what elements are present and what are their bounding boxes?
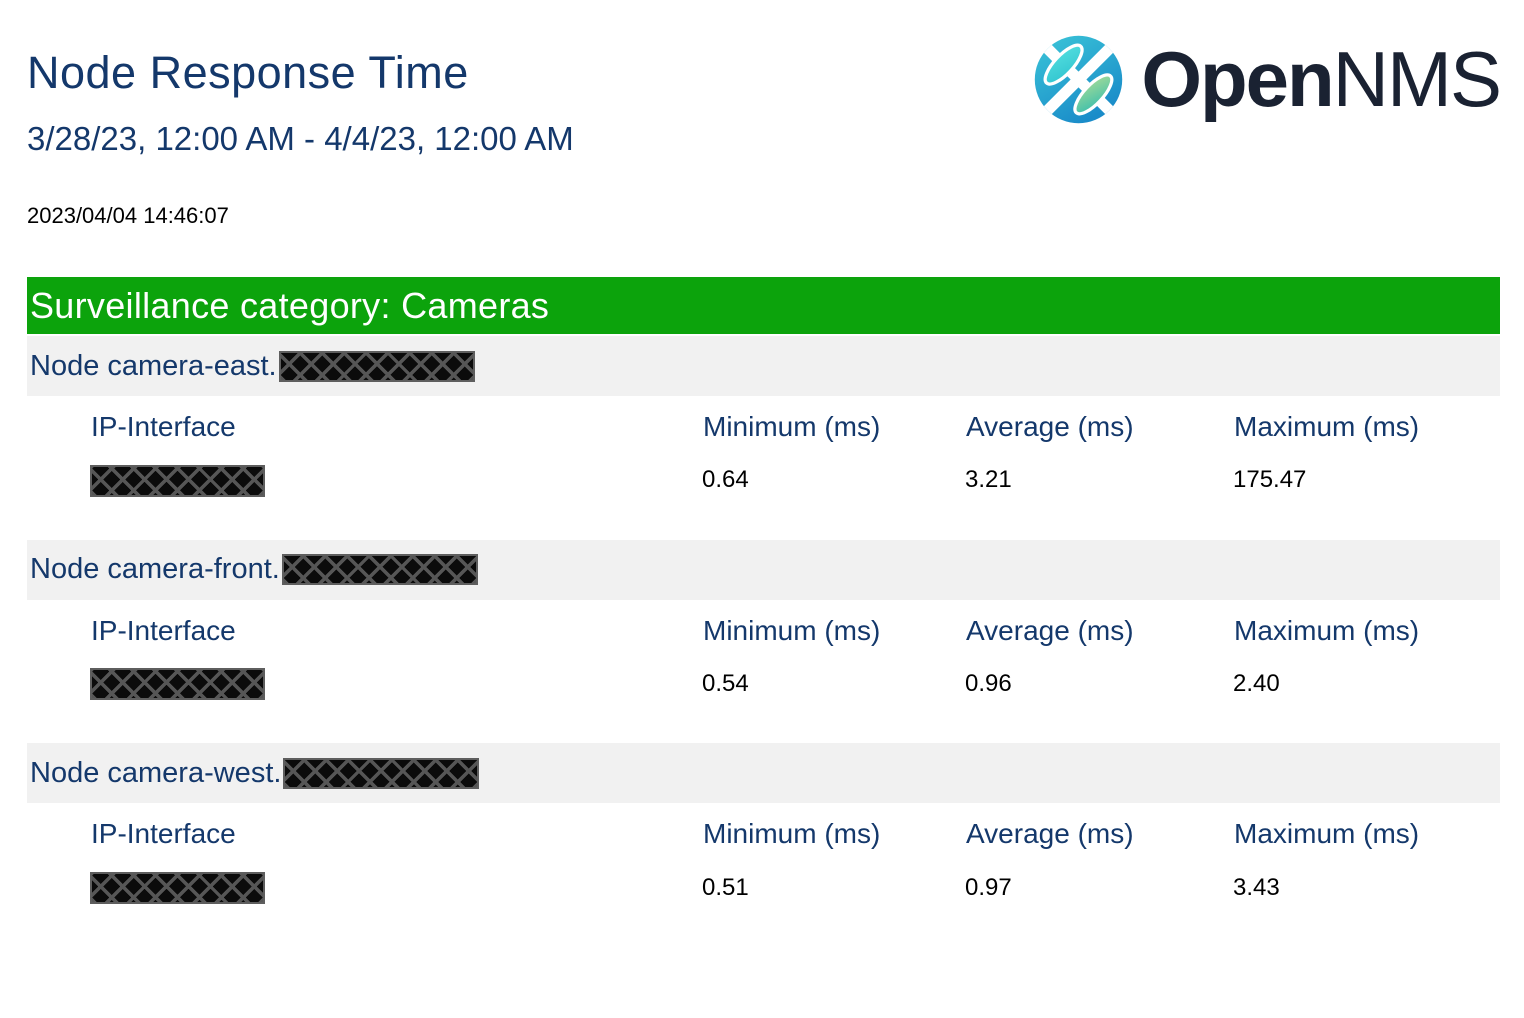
node-band: Node camera-front. bbox=[27, 539, 1500, 600]
report-page: Node Response Time 3/28/23, 12:00 AM - 4… bbox=[27, 0, 1502, 945]
table-header-row: IP-Interface Minimum (ms) Average (ms) M… bbox=[27, 614, 1500, 647]
column-header-minimum: Minimum (ms) bbox=[703, 614, 881, 646]
redacted-node-suffix bbox=[278, 350, 475, 382]
node-band: Node camera-west. bbox=[27, 743, 1500, 804]
column-header-interface: IP-Interface bbox=[91, 411, 236, 442]
opennms-logo: OpenNMS bbox=[1032, 0, 1502, 126]
column-header-maximum: Maximum (ms) bbox=[1234, 614, 1420, 646]
average-value: 3.21 bbox=[965, 466, 1012, 494]
node-section: Node camera-front. IP-Interface Minimum … bbox=[27, 539, 1500, 742]
redacted-interface bbox=[90, 871, 265, 904]
report-date-range: 3/28/23, 12:00 AM - 4/4/23, 12:00 AM bbox=[27, 120, 574, 157]
redacted-node-suffix bbox=[281, 554, 478, 586]
minimum-value: 0.64 bbox=[702, 466, 749, 494]
average-value: 0.96 bbox=[965, 669, 1012, 697]
node-label: Node camera-front. bbox=[30, 553, 280, 586]
column-header-minimum: Minimum (ms) bbox=[703, 411, 881, 442]
report-title-block: Node Response Time 3/28/23, 12:00 AM - 4… bbox=[27, 0, 574, 229]
wordmark-open: Open bbox=[1141, 35, 1334, 123]
maximum-value: 175.47 bbox=[1233, 466, 1307, 494]
report-title: Node Response Time bbox=[27, 47, 469, 98]
table-value-row: 0.54 0.96 2.40 bbox=[27, 668, 1500, 701]
maximum-value: 2.40 bbox=[1233, 669, 1280, 697]
node-section: Node camera-west. IP-Interface Minimum (… bbox=[27, 743, 1500, 945]
node-label: Node camera-east. bbox=[30, 349, 277, 382]
column-header-maximum: Maximum (ms) bbox=[1234, 411, 1420, 442]
report-generated-timestamp: 2023/04/04 14:46:07 bbox=[27, 203, 229, 228]
node-section: Node camera-east. IP-Interface Minimum (… bbox=[27, 336, 1500, 538]
column-header-minimum: Minimum (ms) bbox=[703, 818, 881, 850]
table-value-row: 0.51 0.97 3.43 bbox=[27, 871, 1500, 904]
interface-cell bbox=[90, 668, 702, 701]
opennms-globe-icon bbox=[1035, 35, 1123, 124]
average-value: 0.97 bbox=[965, 873, 1012, 901]
column-header-average: Average (ms) bbox=[966, 818, 1134, 850]
interface-cell bbox=[90, 871, 702, 904]
redacted-interface bbox=[90, 668, 265, 701]
column-header-interface: IP-Interface bbox=[91, 818, 236, 850]
table-header-row: IP-Interface Minimum (ms) Average (ms) M… bbox=[27, 410, 1500, 443]
table-value-row: 0.64 3.21 175.47 bbox=[27, 464, 1500, 497]
minimum-value: 0.51 bbox=[702, 873, 749, 901]
column-header-maximum: Maximum (ms) bbox=[1234, 818, 1420, 850]
surveillance-category-banner: Surveillance category: Cameras bbox=[27, 277, 1500, 334]
wordmark-nms: NMS bbox=[1332, 35, 1502, 123]
column-header-average: Average (ms) bbox=[966, 614, 1134, 646]
redacted-node-suffix bbox=[283, 757, 480, 789]
redacted-interface bbox=[90, 464, 265, 497]
column-header-average: Average (ms) bbox=[966, 411, 1134, 442]
report-header: Node Response Time 3/28/23, 12:00 AM - 4… bbox=[27, 0, 1502, 229]
node-band: Node camera-east. bbox=[27, 336, 1500, 396]
minimum-value: 0.54 bbox=[702, 669, 749, 697]
node-label: Node camera-west. bbox=[30, 756, 282, 789]
table-header-row: IP-Interface Minimum (ms) Average (ms) M… bbox=[27, 817, 1500, 850]
column-header-interface: IP-Interface bbox=[91, 614, 236, 646]
opennms-wordmark: OpenNMS bbox=[1141, 33, 1502, 126]
maximum-value: 3.43 bbox=[1233, 873, 1280, 901]
interface-cell bbox=[90, 464, 702, 497]
